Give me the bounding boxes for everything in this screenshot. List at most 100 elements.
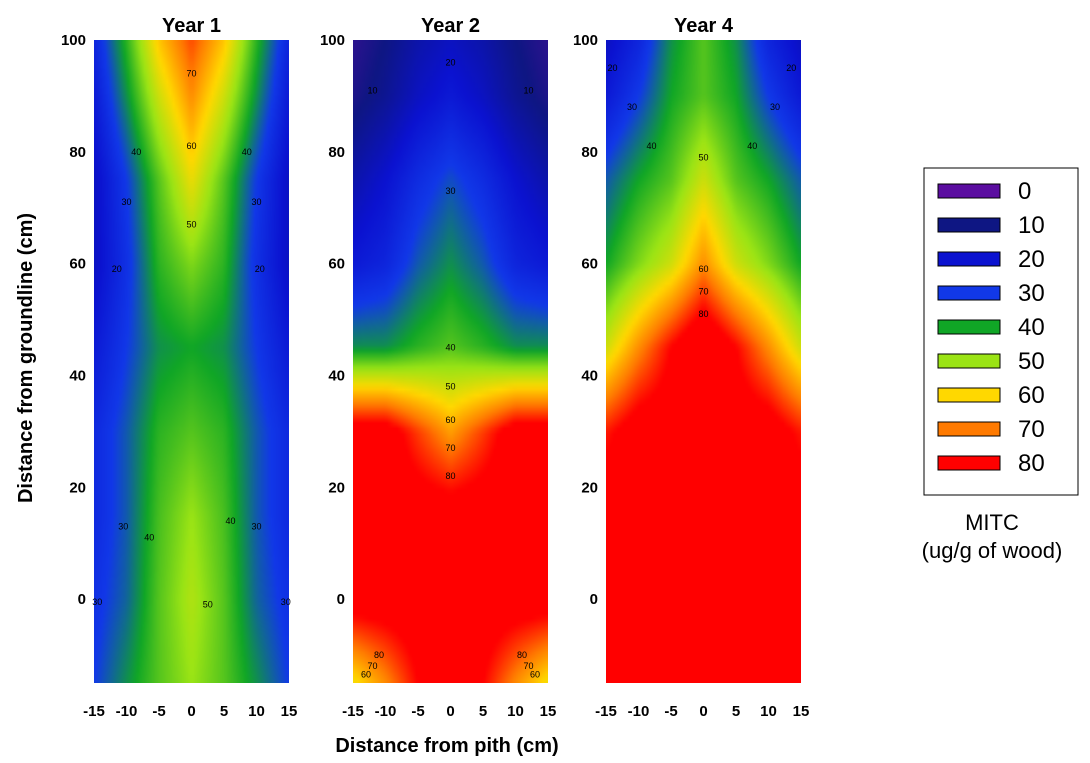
y-tick-label: 60 (328, 256, 345, 273)
legend-swatch (937, 353, 1001, 369)
x-tick-label: -5 (152, 703, 165, 720)
x-tick-label: -15 (595, 703, 617, 720)
x-tick-label: -15 (342, 703, 364, 720)
contour-label: 40 (646, 141, 656, 151)
heatmap-field (353, 40, 548, 683)
contour-label: 40 (144, 533, 154, 543)
legend-swatch (937, 251, 1001, 267)
y-tick-label: 0 (590, 591, 598, 608)
x-tick-label: 5 (479, 703, 487, 720)
contour-label: 50 (445, 382, 455, 392)
y-tick-label: 40 (69, 367, 86, 384)
contour-label: 40 (747, 141, 757, 151)
x-tick-label: 10 (248, 703, 265, 720)
legend-swatch (937, 217, 1001, 233)
legend-value: 10 (1018, 212, 1045, 239)
x-tick-label: -5 (411, 703, 424, 720)
x-tick-label: -15 (83, 703, 105, 720)
contour-label: 50 (203, 600, 213, 610)
contour-label: 60 (186, 141, 196, 151)
legend-swatch (937, 421, 1001, 437)
x-tick-label: 0 (187, 703, 195, 720)
legend-swatch (937, 319, 1001, 335)
legend-title: MITC (965, 510, 1019, 535)
panel-title: Year 2 (421, 15, 480, 37)
legend-value: 30 (1018, 280, 1045, 307)
x-tick-label: -10 (375, 703, 397, 720)
contour-label: 40 (131, 147, 141, 157)
x-tick-label: -5 (664, 703, 677, 720)
y-tick-label: 80 (328, 144, 345, 161)
contour-label: 20 (607, 63, 617, 73)
legend-value: 20 (1018, 246, 1045, 273)
y-tick-label: 0 (337, 591, 345, 608)
contour-label: 20 (786, 63, 796, 73)
x-tick-label: 10 (507, 703, 524, 720)
y-tick-label: 100 (320, 32, 345, 49)
legend-value: 70 (1018, 416, 1045, 443)
legend-value: 0 (1018, 178, 1031, 205)
x-tick-label: 0 (446, 703, 454, 720)
contour-label: 30 (251, 521, 261, 531)
y-axis-label: Distance from groundline (cm) (15, 213, 37, 503)
contour-label: 70 (523, 661, 533, 671)
contour-label: 40 (242, 147, 252, 157)
contour-label: 30 (251, 197, 261, 207)
legend-item: 0 (937, 178, 1031, 205)
x-tick-label: -10 (628, 703, 650, 720)
heatmap-field (94, 40, 289, 683)
panel-title: Year 4 (674, 15, 734, 37)
y-tick-label: 100 (573, 32, 598, 49)
legend-item: 60 (937, 382, 1045, 409)
y-tick-label: 40 (581, 367, 598, 384)
legend-value: 50 (1018, 348, 1045, 375)
legend-item: 30 (937, 280, 1045, 307)
contour-label: 30 (281, 597, 291, 607)
contour-label: 30 (121, 197, 131, 207)
contour-label: 80 (374, 650, 384, 660)
contour-label: 50 (186, 220, 196, 230)
y-tick-label: 40 (328, 367, 345, 384)
y-tick-label: 20 (581, 479, 598, 496)
contour-label: 10 (367, 85, 377, 95)
legend-item: 40 (937, 314, 1045, 341)
contour-label: 70 (186, 69, 196, 79)
legend-item: 20 (937, 246, 1045, 273)
x-tick-label: 5 (732, 703, 740, 720)
x-tick-label: 15 (793, 703, 810, 720)
legend-item: 80 (937, 450, 1045, 477)
y-tick-label: 20 (69, 479, 86, 496)
panel-title: Year 1 (162, 15, 221, 37)
x-axis-label: Distance from pith (cm) (335, 735, 558, 757)
contour-label: 60 (361, 670, 371, 680)
legend-item: 50 (937, 348, 1045, 375)
x-tick-label: 10 (760, 703, 777, 720)
panel-year-3: Year 4 20 20 30 30 40 40 50 60 70 80 -15 -10 -5 0 5 10 15… (573, 15, 809, 720)
contour-label: 60 (698, 264, 708, 274)
x-tick-label: -10 (116, 703, 138, 720)
contour-label: 60 (530, 670, 540, 680)
contour-label: 30 (770, 102, 780, 112)
legend-value: 60 (1018, 382, 1045, 409)
contour-label: 80 (698, 309, 708, 319)
legend-value: 80 (1018, 450, 1045, 477)
contour-label: 20 (112, 264, 122, 274)
contour-label: 20 (445, 57, 455, 67)
y-tick-label: 80 (581, 144, 598, 161)
legend-item: 10 (937, 212, 1045, 239)
contour-label: 70 (445, 443, 455, 453)
y-tick-label: 80 (69, 144, 86, 161)
legend-swatch (937, 455, 1001, 471)
contour-label: 70 (367, 661, 377, 671)
x-tick-label: 15 (281, 703, 298, 720)
contour-label: 30 (627, 102, 637, 112)
y-tick-label: 20 (328, 479, 345, 496)
contour-label: 30 (445, 186, 455, 196)
y-tick-label: 60 (581, 256, 598, 273)
legend-swatch (937, 387, 1001, 403)
x-tick-label: 0 (699, 703, 707, 720)
color-legend: 0 10 20 30 40 50 60 70 80 (923, 167, 1079, 496)
